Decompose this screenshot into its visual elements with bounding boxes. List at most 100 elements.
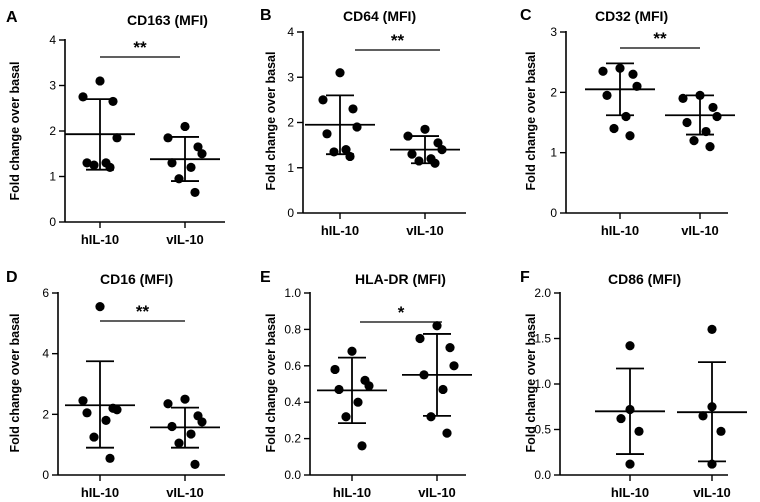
data-point — [678, 93, 688, 103]
y-tick-label: 0.5 — [534, 423, 551, 437]
y-tick-label: 4 — [49, 33, 56, 47]
group-hil-10 — [305, 68, 375, 162]
x-tick-label: hIL-10 — [601, 223, 639, 238]
data-point — [335, 68, 345, 78]
panel-title: HLA-DR (MFI) — [355, 271, 446, 287]
y-tick-label: 1 — [49, 170, 56, 184]
y-tick-label: 2.0 — [534, 286, 551, 300]
y-axis-label: Fold change over basal — [524, 314, 538, 453]
data-point — [712, 111, 722, 122]
y-tick-label: 0 — [287, 206, 294, 220]
panel-b: B CD64 (MFI) Fold change over basal 0 1 2 3 4 hI… — [260, 7, 466, 238]
data-point — [353, 397, 363, 407]
y-tick-label: 1 — [550, 146, 557, 160]
group-vil-10 — [402, 321, 472, 438]
x-tick-label: hIL-10 — [81, 232, 119, 247]
data-point — [186, 162, 196, 172]
data-point — [82, 158, 92, 168]
y-tick-label: 0 — [42, 468, 49, 482]
data-point — [197, 417, 207, 427]
data-point — [95, 302, 105, 312]
significance-label: ** — [136, 302, 150, 321]
data-point — [689, 136, 699, 146]
group-hil-10 — [65, 302, 135, 463]
y-tick-label: 1.0 — [534, 377, 551, 391]
data-point — [163, 133, 173, 143]
data-point — [101, 415, 111, 425]
significance-label: ** — [133, 38, 147, 57]
y-tick-label: 3 — [49, 79, 56, 93]
data-point — [341, 145, 351, 155]
data-point — [180, 394, 190, 404]
data-point — [197, 149, 207, 159]
data-point — [415, 333, 425, 344]
data-point — [341, 412, 351, 422]
data-point — [682, 117, 692, 128]
data-point — [330, 364, 340, 375]
significance-label: * — [398, 303, 405, 322]
y-axis-label: Fold change over basal — [8, 314, 22, 453]
group-hil-10 — [317, 346, 387, 451]
panel-title: CD163 (MFI) — [127, 12, 208, 28]
group-hil-10 — [595, 341, 665, 469]
significance-label: ** — [391, 31, 405, 50]
data-point — [716, 426, 726, 436]
data-point — [625, 341, 635, 351]
data-point — [105, 453, 115, 463]
y-tick-label: 0 — [550, 206, 557, 220]
y-tick-label: 1.5 — [534, 332, 551, 346]
data-point — [609, 123, 619, 134]
data-point — [438, 384, 448, 395]
data-point — [403, 131, 413, 141]
data-point — [426, 412, 436, 422]
y-tick-label: 0.8 — [284, 322, 301, 336]
panel-letter: B — [260, 7, 272, 24]
y-tick-label: 2 — [49, 124, 56, 138]
x-tick-label: vIL-10 — [681, 223, 719, 238]
x-tick-label: vIL-10 — [406, 223, 444, 238]
group-vil-10 — [150, 394, 220, 469]
data-point — [449, 361, 459, 371]
data-point — [345, 151, 355, 162]
y-axis-label: Fold change over basal — [524, 52, 538, 191]
y-tick-label: 3 — [550, 25, 557, 39]
data-point — [190, 187, 200, 198]
data-point — [82, 408, 92, 418]
y-tick-label: 0.0 — [284, 468, 301, 482]
panel-letter: E — [260, 269, 271, 286]
panel-title: CD32 (MFI) — [595, 8, 668, 24]
group-hil-10 — [65, 76, 135, 172]
data-point — [598, 66, 608, 76]
panel-c: C CD32 (MFI) Fold change over basal 0 1 2 3 hIL… — [520, 7, 735, 238]
y-tick-label: 0.2 — [284, 432, 301, 446]
data-point — [625, 459, 635, 469]
data-point — [616, 413, 626, 424]
y-axis-label: Fold change over basal — [8, 62, 22, 201]
x-tick-label: vIL-10 — [166, 485, 204, 500]
data-point — [112, 133, 122, 143]
data-point — [445, 343, 455, 353]
data-point — [705, 142, 715, 152]
panel-letter: C — [520, 7, 532, 24]
data-point — [78, 396, 88, 406]
y-tick-label: 1.0 — [284, 286, 301, 300]
y-tick-label: 0.4 — [284, 395, 301, 409]
x-tick-label: hIL-10 — [321, 223, 359, 238]
x-tick-label: hIL-10 — [611, 485, 649, 500]
y-tick-label: 3 — [287, 70, 294, 84]
y-tick-label: 1 — [287, 161, 294, 175]
data-point — [193, 142, 203, 152]
data-point — [707, 324, 717, 334]
data-point — [112, 405, 122, 415]
data-point — [95, 76, 105, 86]
x-tick-label: hIL-10 — [333, 485, 371, 500]
panel-e: E HLA-DR (MFI) Fold change over basal 0.0 0.… — [260, 269, 472, 500]
group-vil-10 — [665, 90, 735, 152]
data-point — [625, 131, 635, 141]
data-point — [334, 384, 344, 395]
data-point — [352, 122, 362, 132]
y-tick-label: 0 — [49, 215, 56, 229]
y-tick-label: 0.0 — [534, 468, 551, 482]
data-point — [89, 160, 99, 170]
